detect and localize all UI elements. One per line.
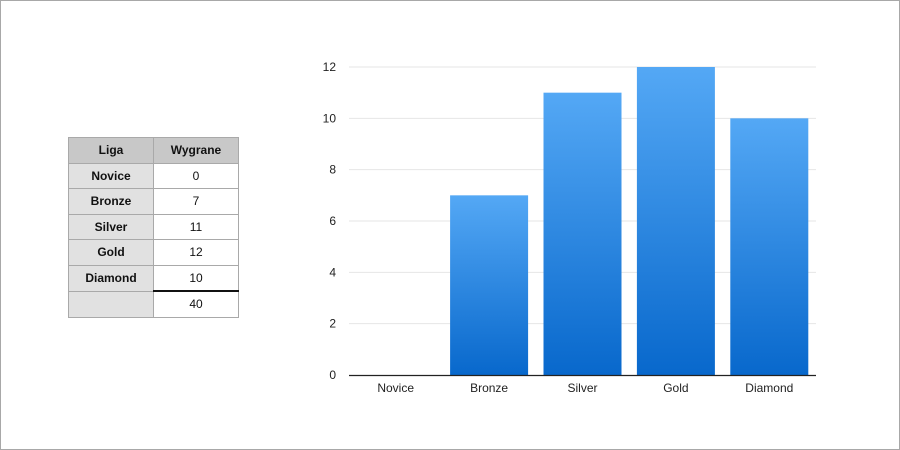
wins-cell: 11 (153, 213, 239, 240)
wins-cell: 7 (153, 188, 239, 215)
wins-cell: 12 (153, 239, 239, 266)
bar-bronze (450, 195, 529, 375)
league-cell: Silver (68, 213, 154, 240)
table-row: Novice 0 (68, 162, 239, 189)
x-tick-label: Bronze (470, 381, 508, 395)
x-tick-label: Silver (567, 381, 597, 395)
x-axis-ticks: Novice Bronze Silver Gold Diamond (377, 381, 793, 395)
y-tick-label: 0 (329, 368, 336, 382)
y-tick-label: 12 (323, 60, 337, 74)
table-row: Bronze 7 (68, 188, 239, 215)
y-tick-label: 10 (323, 111, 337, 125)
table-row: Silver 11 (68, 213, 239, 240)
bars (450, 67, 809, 376)
total-label-cell (68, 290, 154, 318)
y-tick-label: 6 (329, 214, 336, 228)
total-row: 40 (68, 290, 239, 318)
bar-gold (636, 67, 715, 375)
table-row: Gold 12 (68, 239, 239, 266)
league-cell: Diamond (68, 264, 154, 292)
y-axis-ticks: 0 2 4 6 8 10 12 (323, 60, 337, 382)
column-header-league: Liga (68, 137, 154, 164)
x-tick-label: Diamond (745, 381, 793, 395)
bar-silver (543, 92, 622, 376)
league-cell: Gold (68, 239, 154, 266)
column-header-wins: Wygrane (153, 137, 239, 164)
table-row: Diamond 10 (68, 264, 239, 292)
y-tick-label: 8 (329, 163, 336, 177)
y-tick-label: 4 (329, 265, 336, 279)
table-header-row: Liga Wygrane (68, 137, 239, 164)
x-tick-label: Gold (663, 381, 688, 395)
y-tick-label: 2 (329, 317, 336, 331)
x-tick-label: Novice (377, 381, 414, 395)
wins-cell: 0 (153, 162, 239, 189)
league-cell: Bronze (68, 188, 154, 215)
total-value-cell: 40 (153, 290, 239, 318)
data-table: Liga Wygrane Novice 0 Bronze 7 Silver 11… (68, 137, 239, 318)
bar-diamond (730, 118, 809, 375)
